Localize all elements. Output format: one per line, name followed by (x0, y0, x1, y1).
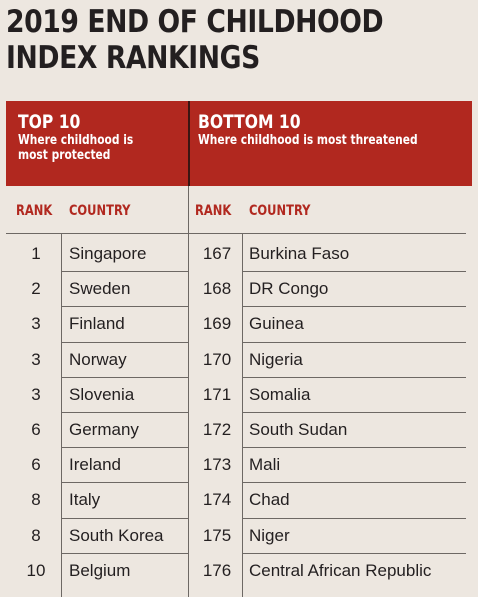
top-rank-cell: 1 (31, 244, 41, 263)
bottom-10-subtitle: Where childhood is most threatened (198, 133, 418, 148)
top-10-subtitle-line-2: most protected (18, 148, 111, 163)
top-10-header: TOP 10 Where childhood is most protected (18, 111, 159, 163)
top-rank-column-heading: RANK (16, 203, 53, 219)
bottom-country-cell: Chad (249, 490, 290, 509)
bottom-country-cell: Central African Republic (249, 561, 432, 580)
top-row-divider (62, 553, 188, 554)
bottom-row-divider (243, 482, 466, 483)
bottom-row-divider (243, 412, 466, 413)
top-country-cell: Singapore (69, 244, 147, 263)
top-10-subtitle-line-1: Where childhood is (18, 133, 134, 148)
bottom-rank-cell: 171 (202, 385, 232, 404)
bottom-row-divider (243, 553, 466, 554)
page-title: 2019 END OF CHILDHOOD INDEX RANKINGS (6, 4, 384, 76)
header-divider (188, 101, 190, 186)
bottom-rank-cell: 173 (202, 455, 232, 474)
bottom-rank-cell: 175 (202, 526, 232, 545)
bottom-row-divider (243, 377, 466, 378)
bottom-row-divider (243, 271, 466, 272)
top-country-cell: Slovenia (69, 385, 135, 404)
top-row-divider (62, 271, 188, 272)
top-country-cell: Sweden (69, 279, 131, 298)
bottom-rank-cell: 176 (202, 561, 232, 580)
bottom-10-header: BOTTOM 10 Where childhood is most threat… (198, 111, 466, 148)
bottom-rank-cell: 169 (202, 314, 232, 333)
bottom-row-divider (243, 518, 466, 519)
top-rank-column-divider (61, 233, 62, 597)
top-rank-cell: 6 (31, 455, 41, 474)
rankings-header-band: TOP 10 Where childhood is most protected… (6, 101, 472, 186)
top-10-heading: TOP 10 (18, 111, 81, 133)
top-country-cell: Norway (69, 350, 127, 369)
bottom-country-cell: Guinea (249, 314, 304, 333)
top-rank-cell: 8 (31, 526, 41, 545)
top-country-cell: Germany (69, 420, 139, 439)
top-row-divider (62, 518, 188, 519)
bottom-rank-cell: 170 (202, 350, 232, 369)
top-country-cell: Italy (69, 490, 101, 509)
top-country-cell: Finland (69, 314, 125, 333)
bottom-country-cell: Niger (249, 526, 290, 545)
bottom-country-cell: Nigeria (249, 350, 303, 369)
bottom-rank-cell: 167 (202, 244, 232, 263)
bottom-row-divider (243, 306, 466, 307)
bottom-country-column-heading: COUNTRY (249, 203, 311, 219)
top-rank-cell: 6 (31, 420, 41, 439)
top-country-cell: Belgium (69, 561, 131, 580)
table-header-rule (6, 233, 466, 234)
bottom-rank-cell: 168 (202, 279, 232, 298)
bottom-country-cell: Mali (249, 455, 281, 474)
top-rank-cell: 3 (31, 350, 41, 369)
top-row-divider (62, 447, 188, 448)
bottom-country-cell: Somalia (249, 385, 311, 404)
top-row-divider (62, 412, 188, 413)
table-center-divider (188, 186, 189, 597)
top-row-divider (62, 377, 188, 378)
top-country-cell: South Korea (69, 526, 164, 545)
top-rank-cell: 8 (31, 490, 41, 509)
title-line-2: INDEX RANKINGS (6, 40, 260, 76)
top-row-divider (62, 342, 188, 343)
top-rank-cell: 3 (31, 314, 41, 333)
title-line-1: 2019 END OF CHILDHOOD (6, 4, 384, 40)
bottom-country-cell: South Sudan (249, 420, 348, 439)
top-country-cell: Ireland (69, 455, 121, 474)
bottom-country-cell: Burkina Faso (249, 244, 350, 263)
top-country-column-heading: COUNTRY (69, 203, 131, 219)
bottom-row-divider (243, 342, 466, 343)
bottom-country-cell: DR Congo (249, 279, 329, 298)
bottom-rank-column-heading: RANK (195, 203, 232, 219)
bottom-rank-cell: 174 (202, 490, 232, 509)
top-row-divider (62, 482, 188, 483)
bottom-rank-column-divider (242, 233, 243, 597)
top-row-divider (62, 306, 188, 307)
top-rank-cell: 10 (26, 561, 46, 580)
rankings-table: RANK COUNTRY RANK COUNTRY 1 Singapore 167 B… (6, 186, 472, 597)
top-rank-cell: 2 (31, 279, 41, 298)
bottom-rank-cell: 172 (202, 420, 232, 439)
bottom-row-divider (243, 447, 466, 448)
top-rank-cell: 3 (31, 385, 41, 404)
bottom-10-heading: BOTTOM 10 (198, 111, 301, 133)
